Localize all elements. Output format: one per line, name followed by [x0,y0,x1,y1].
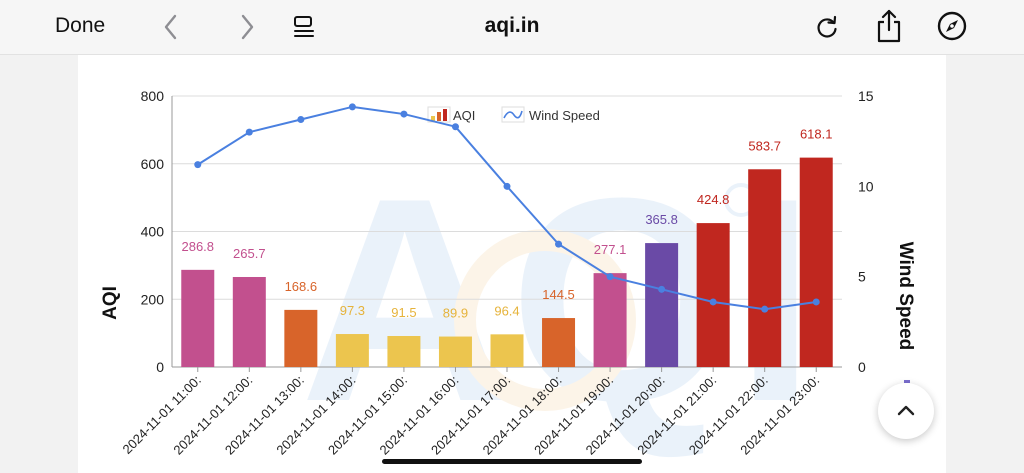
aqi-data-label: 144.5 [542,287,575,302]
wind-speed-point[interactable] [709,298,717,306]
wind-speed-point[interactable] [297,115,305,123]
aqi-data-label: 424.8 [697,192,730,207]
aqi-bar[interactable] [696,223,730,367]
done-button[interactable]: Done [55,14,106,37]
y2-tick-label: 10 [858,178,874,194]
reload-icon[interactable] [814,14,840,40]
aqi-bar[interactable] [335,334,369,367]
legend-aqi[interactable]: AQI [427,106,475,123]
forward-icon[interactable] [236,12,258,42]
legend-aqi-bar-1 [431,116,435,121]
aqi-bar[interactable] [748,169,782,367]
aqi-bar[interactable] [284,309,318,367]
aqi-data-label: 365.8 [645,212,678,227]
wind-speed-point[interactable] [555,240,563,248]
wind-speed-point[interactable] [658,285,666,293]
aqi-data-label: 168.6 [285,279,318,294]
aqi-data-label: 89.9 [443,306,468,321]
y2-axis-title: Wind Speed [895,242,916,351]
wind-speed-point[interactable] [194,161,202,169]
aqi-bar[interactable] [645,243,679,367]
share-icon[interactable] [874,8,904,44]
wind-speed-point[interactable] [503,182,511,190]
browser-toolbar: Done aqi.in [0,0,1024,55]
aqi-bar[interactable] [232,276,266,367]
wind-speed-point[interactable] [812,298,820,306]
aqi-bar[interactable] [593,273,627,367]
chart-legend: AQI Wind Speed [427,106,600,123]
page-content [0,55,1024,473]
wind-speed-series [194,103,820,313]
y-axis-title: AQI [100,286,121,320]
aqi-data-label: 277.1 [594,242,627,257]
aqi-bars [181,157,833,367]
home-indicator [382,459,642,464]
wind-speed-point[interactable] [451,123,459,131]
y2-tick-label: 0 [858,359,866,375]
y-tick-label: 600 [141,156,165,172]
y-tick-label: 200 [141,291,165,307]
y2-tick-label: 15 [858,88,874,104]
aqi-bar[interactable] [542,318,576,367]
aqi-data-label: 91.5 [391,305,416,320]
aqi-bar[interactable] [799,157,833,367]
chevron-up-icon [897,405,915,416]
legend-aqi-bar-2 [437,112,441,121]
aqi-bar[interactable] [490,334,524,367]
aqi-data-label: 583.7 [748,138,781,153]
y-tick-label: 800 [141,88,165,104]
aqi-bar[interactable] [387,336,421,367]
wind-speed-point[interactable] [245,128,253,136]
legend-aqi-bar-3 [443,109,447,121]
accent-mark [904,380,910,383]
legend-wind-label: Wind Speed [529,108,600,123]
wind-speed-point[interactable] [761,305,769,313]
aqi-bar[interactable] [181,269,215,367]
aqi-bar[interactable] [438,336,472,367]
wind-speed-point[interactable] [606,273,614,281]
aqi-data-label: 97.3 [340,303,365,318]
page-domain: aqi.in [484,14,540,37]
legend-aqi-label: AQI [453,108,475,123]
scroll-to-top-button[interactable] [878,383,934,439]
aqi-wind-chart: AQI AQI Wind Speed 0 200 400 600 800 0 5 10 15 2… [100,88,916,462]
y2-tick-label: 5 [858,269,866,285]
wind-speed-point[interactable] [400,110,408,118]
compass-icon[interactable] [936,10,968,42]
aqi-data-labels: 286.8 265.7 168.6 97.3 91.5 89.9 96.4 144.5 277.… [181,127,832,321]
aqi-data-label: 96.4 [494,303,519,318]
legend-wind-speed[interactable]: Wind Speed [501,106,600,123]
wind-speed-point[interactable] [348,103,356,111]
y-tick-label: 400 [141,224,165,240]
aqi-data-label: 286.8 [181,239,214,254]
axes: 0 200 400 600 800 0 5 10 15 [141,88,874,375]
back-icon[interactable] [160,12,182,42]
y-tick-label: 0 [156,359,164,375]
reader-list-icon[interactable] [291,14,317,40]
aqi-data-label: 618.1 [800,127,833,142]
aqi-data-label: 265.7 [233,246,266,261]
legend-wind-line [503,110,523,119]
